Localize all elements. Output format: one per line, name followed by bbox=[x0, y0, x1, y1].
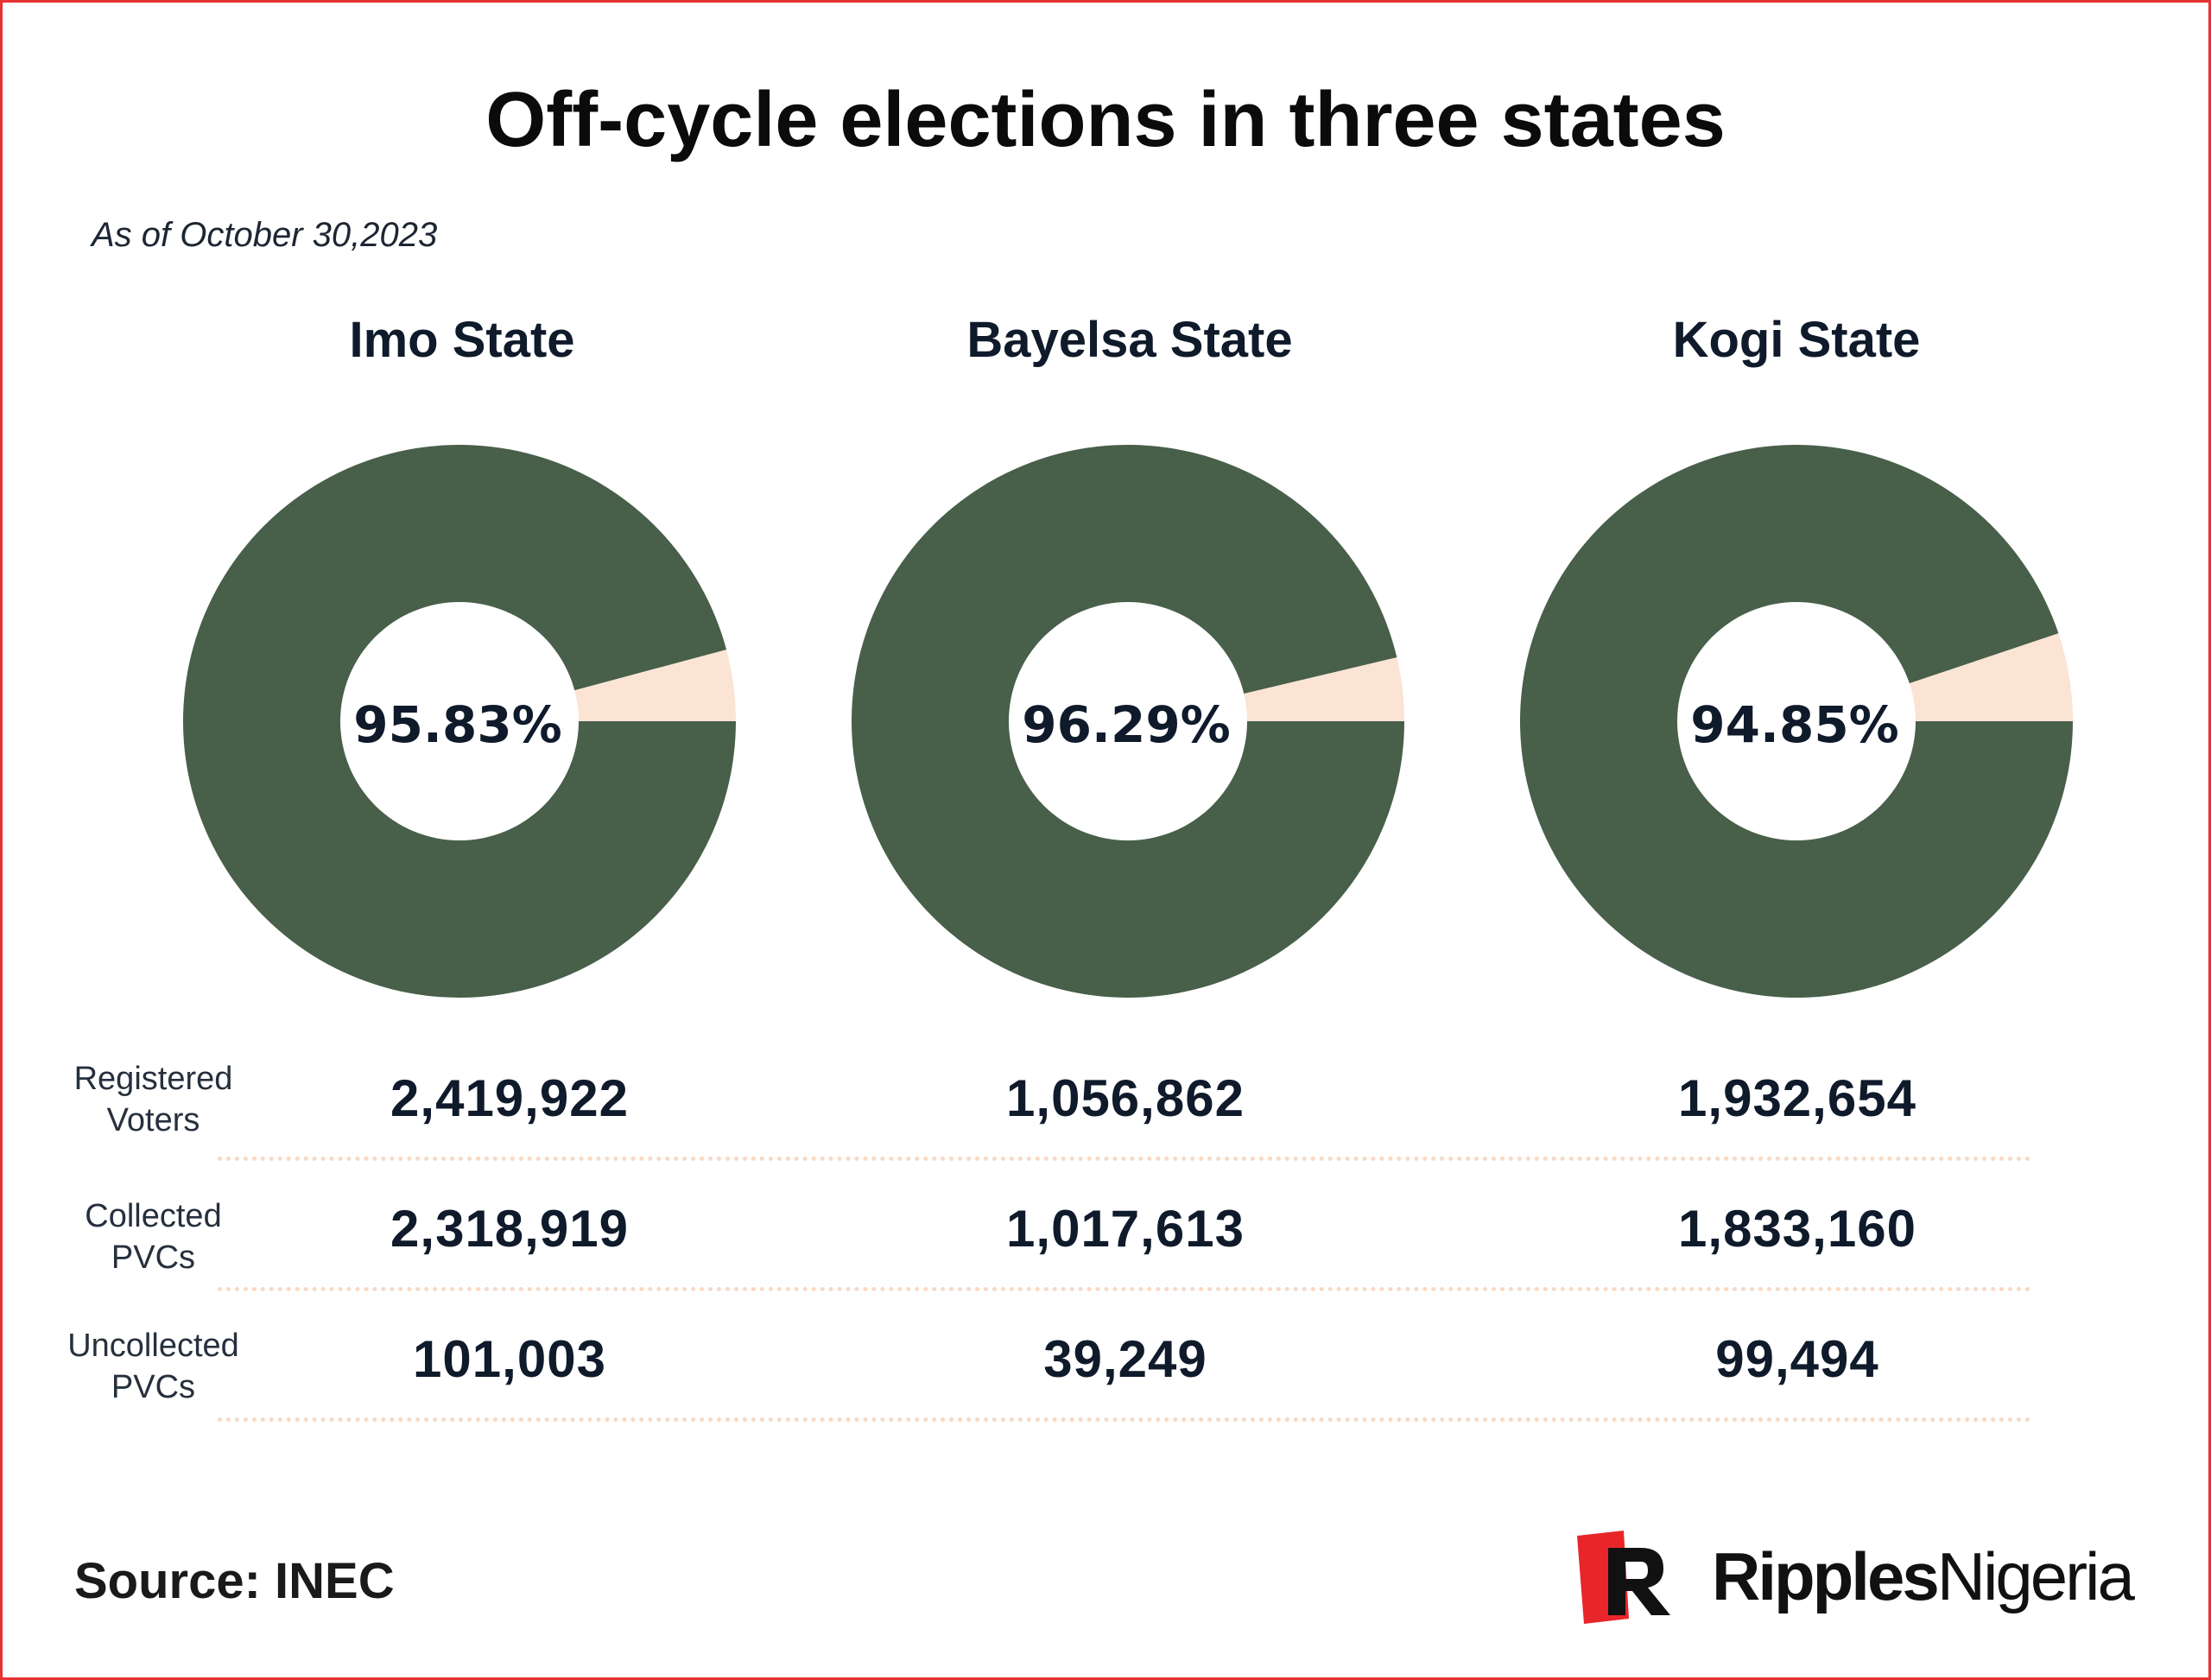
row-label-line: Registered bbox=[73, 1061, 233, 1097]
donut-chart-bayelsa: 96.29% bbox=[852, 444, 1404, 998]
source-note: Source: INEC bbox=[74, 1553, 395, 1609]
donut-chart-kogi: 94.85% bbox=[1520, 445, 2073, 998]
brand-wordmark: RipplesNigeria bbox=[1712, 1537, 2135, 1616]
row-label-line: Voters bbox=[106, 1102, 200, 1138]
chart-title: Off-cycle elections in three states bbox=[485, 77, 1726, 163]
row-label-line: PVCs bbox=[111, 1369, 196, 1405]
brand-wordmark-ripples: Ripples bbox=[1712, 1538, 1940, 1614]
value-registered-kogi: 1,932,654 bbox=[1678, 1069, 1916, 1127]
donut-center-label: 95.83% bbox=[353, 695, 562, 754]
donut-hole bbox=[1677, 602, 1916, 840]
value-collected-imo: 2,318,919 bbox=[390, 1200, 629, 1258]
ripples-nigeria-logo-icon bbox=[1577, 1531, 1670, 1624]
value-uncollected-kogi: 99,494 bbox=[1715, 1330, 1879, 1388]
state-title-kogi: Kogi State bbox=[1672, 312, 1921, 368]
donut-center-label: 94.85% bbox=[1690, 695, 1899, 754]
row-divider bbox=[218, 1417, 2031, 1422]
row-label-uncollected-pvcs: Uncollected PVCs bbox=[35, 1325, 272, 1408]
row-label-collected-pvcs: Collected PVCs bbox=[35, 1195, 272, 1278]
row-label-line: PVCs bbox=[111, 1239, 196, 1276]
value-registered-bayelsa: 1,056,862 bbox=[1006, 1069, 1245, 1127]
row-label-line: Collected bbox=[85, 1198, 222, 1234]
value-uncollected-bayelsa: 39,249 bbox=[1043, 1330, 1207, 1388]
donut-center-label: 96.29% bbox=[1022, 695, 1231, 754]
row-label-registered-voters: Registered Voters bbox=[35, 1058, 272, 1141]
state-title-bayelsa: Bayelsa State bbox=[966, 312, 1293, 368]
chart-subtitle: As of October 30,2023 bbox=[92, 216, 438, 254]
value-uncollected-imo: 101,003 bbox=[413, 1330, 606, 1388]
row-divider bbox=[218, 1157, 2031, 1161]
value-collected-bayelsa: 1,017,613 bbox=[1006, 1200, 1245, 1258]
brand-logo: RipplesNigeria bbox=[1574, 1529, 2195, 1632]
donut-hole bbox=[1009, 602, 1247, 840]
state-title-imo: Imo State bbox=[349, 312, 575, 368]
value-registered-imo: 2,419,922 bbox=[390, 1069, 629, 1127]
brand-wordmark-nigeria: Nigeria bbox=[1936, 1538, 2135, 1614]
donut-hole bbox=[340, 602, 579, 840]
value-collected-kogi: 1,833,160 bbox=[1678, 1200, 1916, 1258]
donut-chart-imo: 95.83% bbox=[183, 445, 737, 998]
row-label-line: Uncollected bbox=[67, 1328, 239, 1364]
row-divider bbox=[218, 1287, 2031, 1291]
